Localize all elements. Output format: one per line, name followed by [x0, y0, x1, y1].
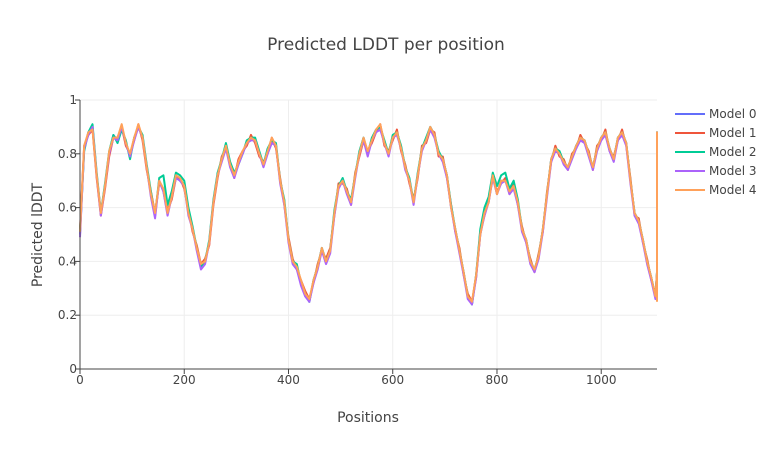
chart-title: Predicted LDDT per position	[267, 35, 505, 55]
x-tick-label: 1000	[586, 373, 617, 387]
legend-label: Model 2	[709, 145, 756, 159]
legend-item-model-2[interactable]: Model 2	[675, 145, 756, 159]
series-layer	[79, 123, 658, 306]
axis-layer: 0 0.2 0.4 0.6 0.8 1 0 200 400 600 800 1000	[58, 93, 657, 387]
legend-item-model-1[interactable]: Model 1	[675, 126, 756, 140]
legend-item-model-0[interactable]: Model 0	[675, 107, 756, 121]
y-tick-label: 0.6	[58, 201, 77, 215]
x-tick-label: 0	[76, 373, 84, 387]
x-axis-title: Positions	[337, 410, 399, 426]
legend-label: Model 0	[709, 107, 756, 121]
legend-label: Model 3	[709, 164, 756, 178]
y-tick-label: 0	[69, 362, 77, 376]
y-tick-label: 1	[69, 93, 77, 107]
series-line-model-4[interactable]	[79, 123, 658, 303]
y-tick-label: 0.4	[58, 254, 77, 268]
legend[interactable]: Model 0 Model 1 Model 2 Model 3 Model 4	[675, 107, 756, 197]
grid-layer	[80, 99, 657, 369]
x-tick-label: 200	[173, 373, 196, 387]
legend-label: Model 1	[709, 126, 756, 140]
y-tick-label: 0.2	[58, 308, 77, 322]
x-tick-label: 400	[277, 373, 300, 387]
legend-item-model-3[interactable]: Model 3	[675, 164, 756, 178]
legend-item-model-4[interactable]: Model 4	[675, 183, 756, 197]
y-tick-label: 0.8	[58, 147, 77, 161]
y-axis-title: Predicted lDDT	[30, 182, 46, 287]
x-tick-label: 600	[381, 373, 404, 387]
legend-label: Model 4	[709, 183, 756, 197]
x-tick-label: 800	[486, 373, 509, 387]
